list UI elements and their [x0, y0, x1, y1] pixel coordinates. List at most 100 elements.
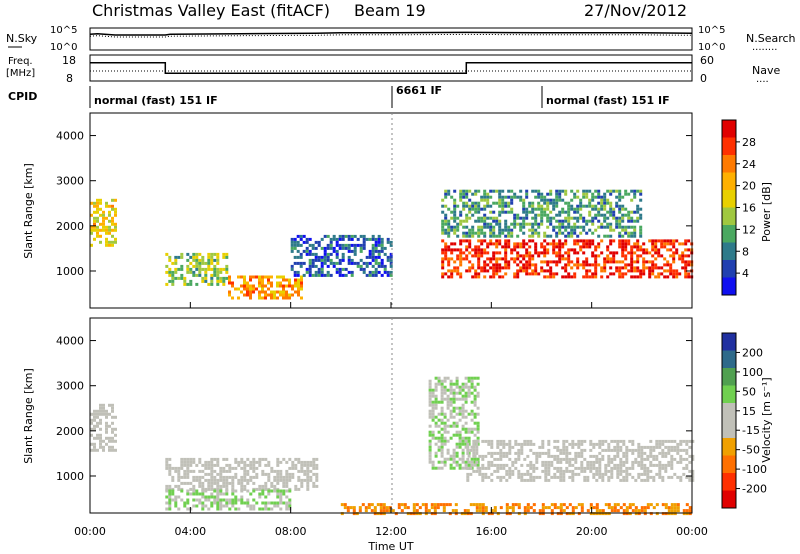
velocity-marks-cell [231, 466, 235, 470]
velocity-marks-cell [565, 457, 569, 461]
velocity-marks-cell [562, 457, 566, 461]
velocity-marks-cell [481, 478, 485, 482]
velocity-marks-cell [622, 512, 626, 516]
power-marks-cell [483, 251, 487, 255]
velocity-marks-cell [440, 436, 444, 440]
power-marks-cell [585, 219, 589, 223]
power-marks-cell [111, 204, 114, 208]
power-marks-cell [552, 251, 556, 255]
power-marks-cell [465, 189, 469, 193]
power-marks-cell [174, 261, 178, 265]
velocity-marks-cell [288, 466, 292, 470]
velocity-marks-cell [487, 451, 491, 455]
velocity-marks-cell [658, 442, 662, 446]
power-marks-cell [633, 210, 637, 214]
power-marks-cell [582, 242, 586, 246]
velocity-marks-cell [532, 451, 536, 455]
velocity-marks-cell [673, 439, 677, 443]
velocity-marks-cell [580, 503, 584, 507]
velocity-marks-cell [180, 463, 184, 467]
velocity-marks-cell [685, 457, 689, 461]
power-marks-cell [231, 296, 234, 300]
velocity-marks-cell [598, 466, 602, 470]
power-marks-cell [267, 281, 270, 285]
velocity-marks-cell [452, 421, 456, 425]
power-marks-cell [264, 293, 267, 297]
velocity-marks-cell [276, 460, 280, 464]
power-marks-cell [624, 231, 628, 235]
velocity-marks-cell [168, 487, 172, 491]
power-marks-cell [240, 290, 243, 294]
power-marks-cell [374, 273, 378, 277]
velocity-marks-cell [637, 463, 641, 467]
power-marks-cell [534, 222, 538, 226]
power-marks-cell [525, 210, 529, 214]
velocity-marks-cell [532, 478, 536, 482]
velocity-marks-cell [466, 512, 470, 516]
power-marks-cell [522, 207, 526, 211]
velocity-marks-cell [478, 472, 482, 476]
power-marks-cell [633, 234, 637, 238]
power-marks-cell [105, 201, 108, 205]
power-marks-cell [186, 270, 190, 274]
power-marks-cell [627, 269, 631, 273]
velocity-marks-cell [532, 469, 536, 473]
power-marks-cell [540, 195, 544, 199]
power-marks-cell [108, 204, 111, 208]
power-marks-cell [377, 249, 381, 253]
velocity-marks-cell [514, 442, 518, 446]
velocity-marks-cell [583, 439, 587, 443]
power-marks-cell [543, 248, 547, 252]
ytick-label: 4000 [56, 130, 84, 143]
power-marks-cell [477, 266, 481, 270]
velocity-marks-cell [255, 472, 259, 476]
power-marks-cell [486, 245, 490, 249]
velocity-marks-cell [243, 472, 247, 476]
velocity-marks-cell [412, 512, 416, 516]
velocity-marks-cell [562, 448, 566, 452]
power-marks-cell [597, 207, 601, 211]
velocity-marks-cell [589, 448, 593, 452]
ytick-label: 3000 [56, 380, 84, 393]
power-marks-cell [213, 264, 217, 268]
velocity-marks-cell [216, 484, 220, 488]
freq-tick-top: 18 [62, 54, 76, 67]
power-marks-cell [450, 228, 454, 232]
velocity-marks-cell [279, 498, 283, 502]
power-marks-cell [198, 267, 202, 271]
velocity-marks-cell [461, 382, 465, 386]
power-marks-cell [546, 213, 550, 217]
velocity-marks-cell [461, 388, 465, 392]
power-marks-cell [347, 237, 351, 241]
power-marks-cell [326, 234, 330, 238]
colorbar-tick-label: 4 [742, 267, 749, 280]
power-marks-cell [468, 245, 472, 249]
velocity-marks-cell [96, 424, 99, 428]
velocity-marks-cell [547, 460, 551, 464]
velocity-marks-cell [240, 460, 244, 464]
power-marks-cell [627, 210, 631, 214]
velocity-marks-cell [431, 406, 435, 410]
velocity-marks-cell [264, 457, 268, 461]
power-marks-cell [585, 239, 589, 243]
velocity-marks-cell [249, 466, 253, 470]
velocity-marks-cell [508, 472, 512, 476]
velocity-marks-cell [499, 506, 503, 510]
power-marks-cell [636, 242, 640, 246]
velocity-marks-cell [108, 439, 111, 443]
power-marks-cell [675, 239, 679, 243]
power-marks-cell [320, 270, 324, 274]
velocity-marks-cell [592, 454, 596, 458]
velocity-marks-cell [213, 478, 217, 482]
velocity-marks-cell [649, 451, 653, 455]
power-marks-cell [555, 192, 559, 196]
power-marks-cell [480, 219, 484, 223]
power-marks-cell [308, 252, 312, 256]
power-marks-cell [633, 269, 637, 273]
velocity-marks-cell [670, 503, 674, 507]
power-marks-cell [365, 237, 369, 241]
power-marks-cell [447, 189, 451, 193]
velocity-marks-cell [598, 457, 602, 461]
velocity-marks-cell [373, 509, 377, 513]
velocity-marks-cell [673, 506, 677, 510]
